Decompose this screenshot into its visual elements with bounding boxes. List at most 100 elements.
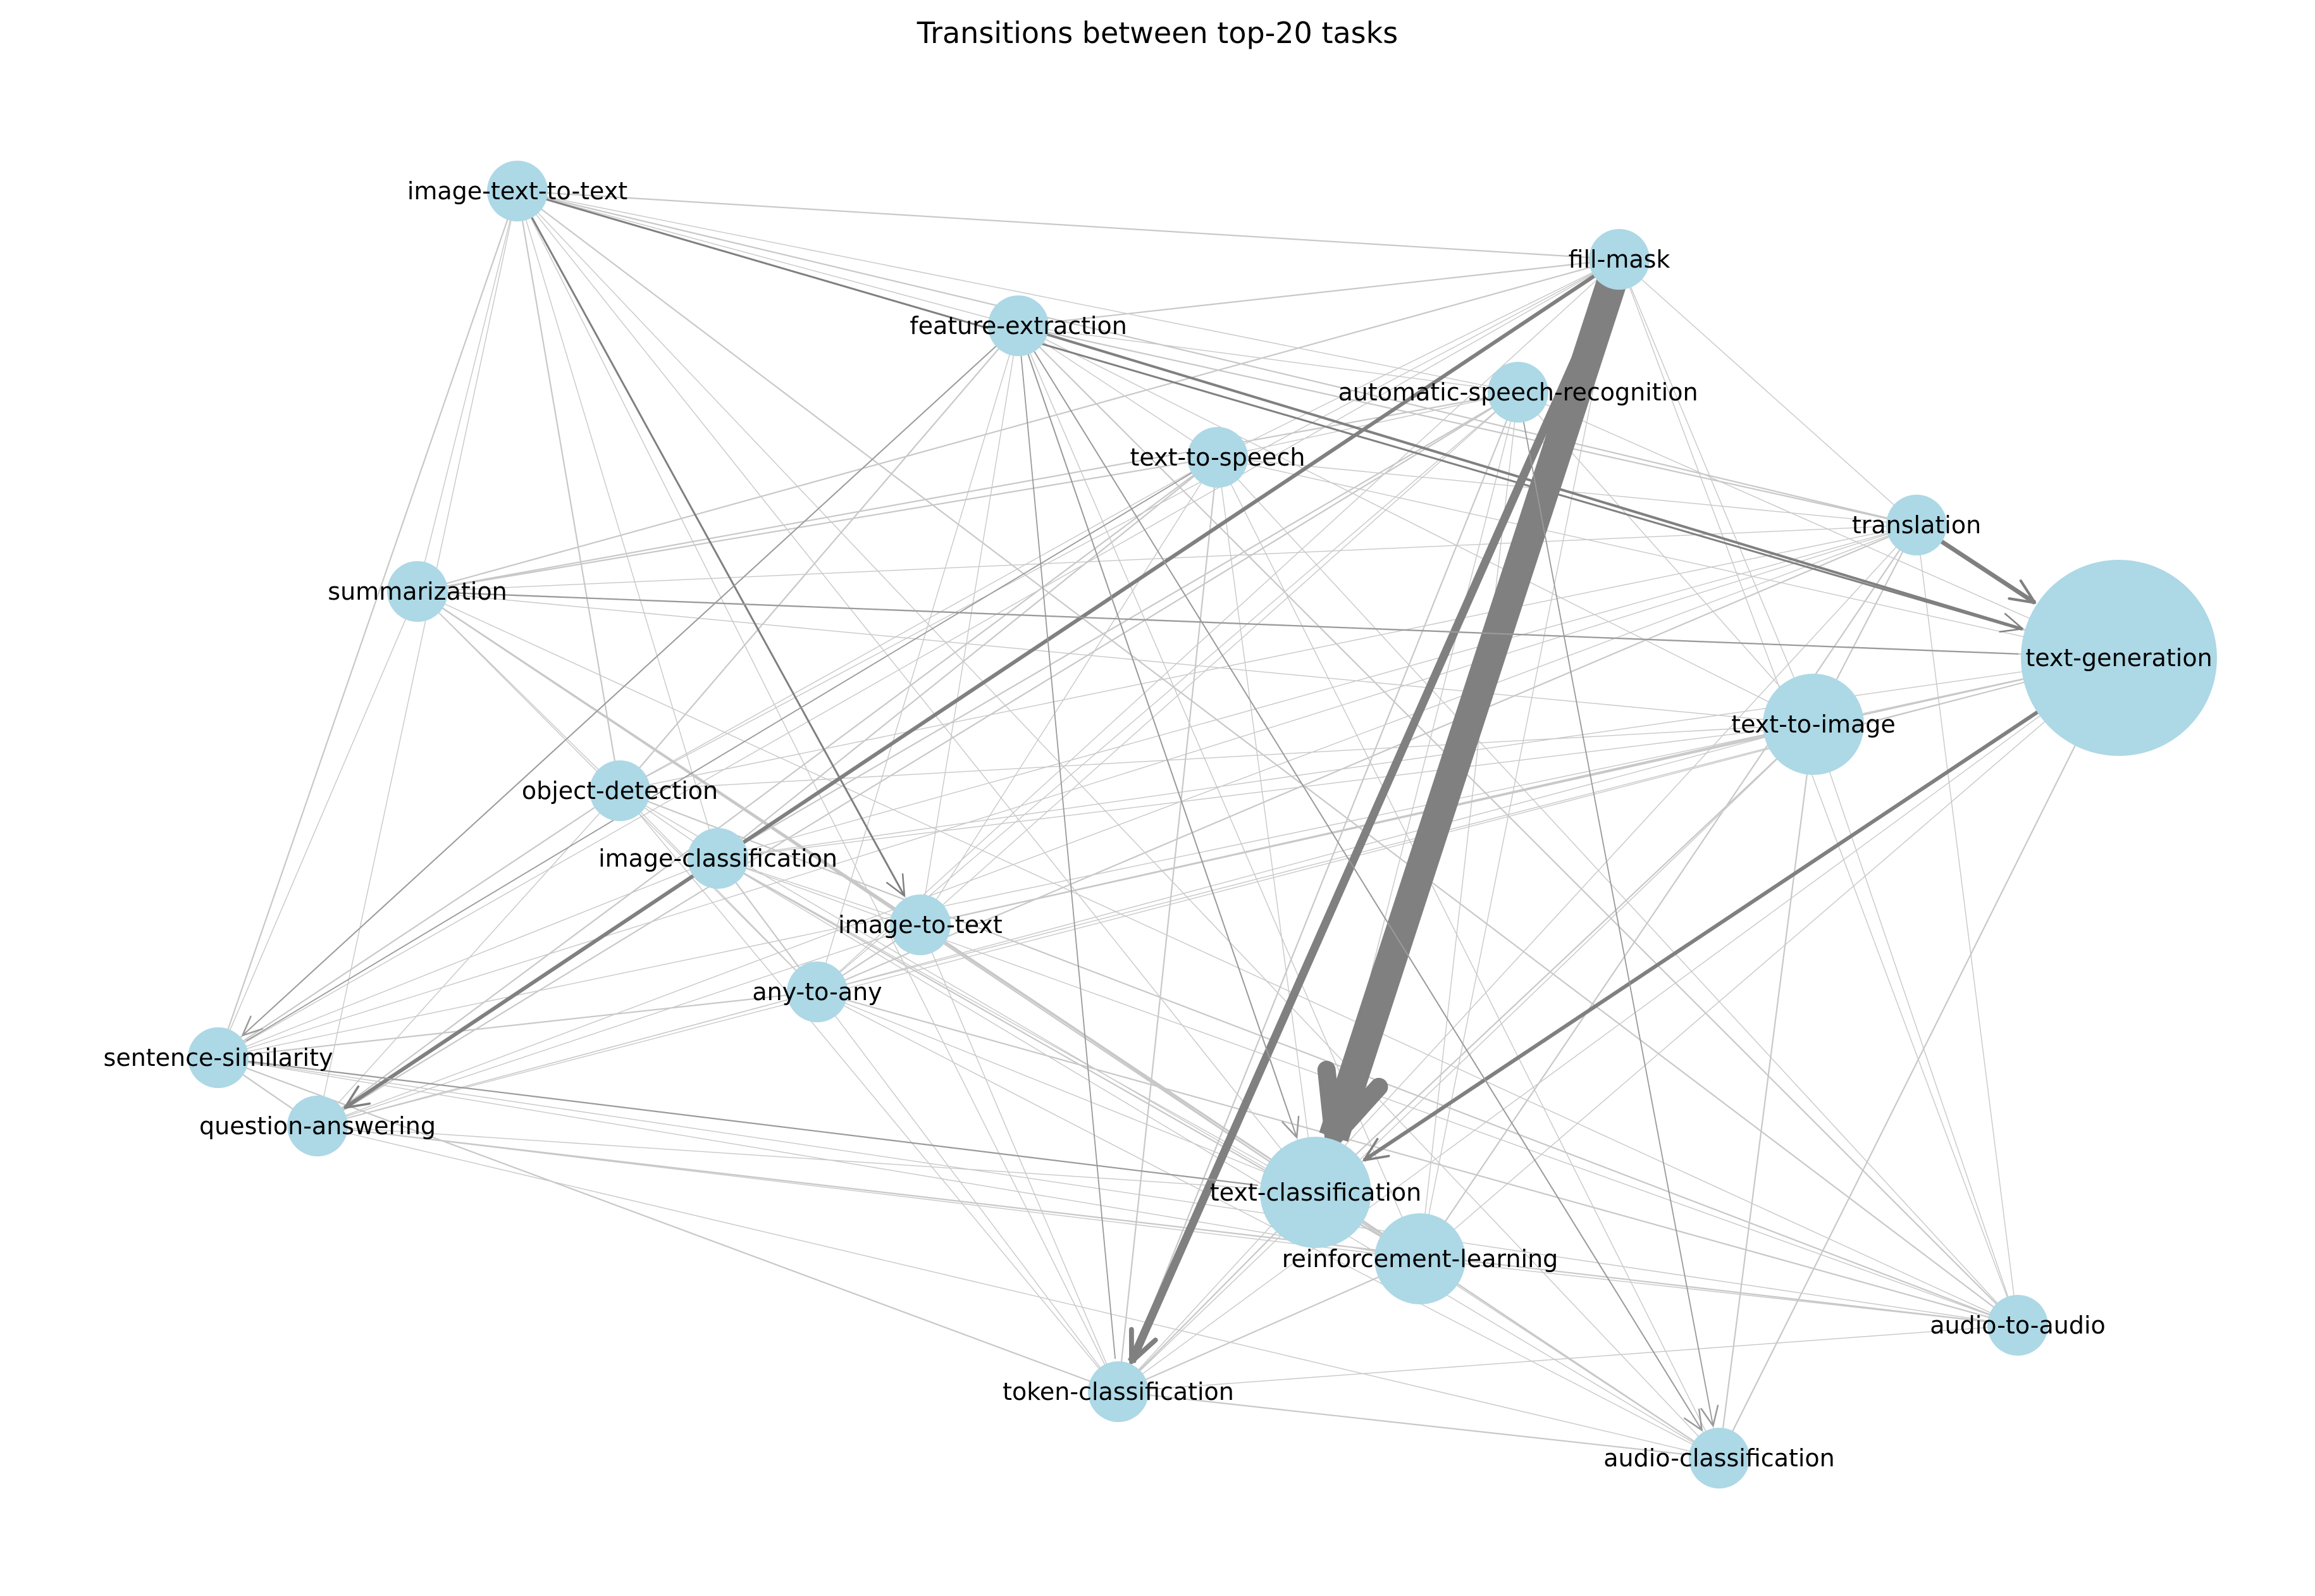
edge-translation-to-object-detection (619, 524, 1917, 791)
edge-image-text-to-text-to-image-classification (517, 190, 719, 859)
edge-text-generation-to-token-classification (1118, 657, 2120, 1392)
node-image-text-to-text (487, 161, 548, 221)
edge-fill-mask-to-sentence-similarity (218, 259, 1620, 1058)
edge-automatic-speech-recognition-to-text-generation (1517, 392, 2120, 659)
edge-text-to-speech-to-sentence-similarity (246, 457, 1218, 1041)
edge-automatic-speech-recognition-to-image-to-text (920, 392, 1519, 925)
edge-fill-mask-to-text-to-speech (1217, 259, 1620, 458)
edge-text-to-speech-to-text-classification (1217, 457, 1316, 1193)
node-image-to-text (890, 894, 951, 955)
edge-fill-mask-to-feature-extraction (1018, 258, 1620, 327)
edge-text-to-image-to-object-detection (619, 724, 1814, 791)
edge-question-answering-to-audio-classification (317, 1125, 1720, 1459)
edge-sentence-similarity-to-token-classification (218, 1056, 1119, 1393)
edge-text-to-speech-to-image-to-text (920, 457, 1218, 925)
edge-text-to-image-to-audio-to-audio (1813, 724, 2018, 1326)
label-any-to-any: any-to-any (752, 978, 882, 1006)
edge-image-text-to-text-to-audio-classification (517, 190, 1720, 1459)
edge-translation-to-token-classification (1118, 524, 1917, 1392)
edge-image-text-to-text-to-sentence-similarity (217, 190, 519, 1058)
arrowhead-feature-extraction-to-text-generation (1999, 613, 2024, 633)
edge-image-text-to-text-to-fill-mask (517, 190, 1620, 261)
edge-translation-to-question-answering (317, 524, 1917, 1127)
arrowhead-image-text-to-text-to-image-to-text (886, 873, 906, 897)
edge-feature-extraction-to-text-generation (1018, 325, 2023, 630)
edge-translation-to-any-to-any (817, 524, 1917, 993)
edge-image-text-to-text-to-object-detection (516, 190, 621, 791)
edge-summarization-to-text-to-image (417, 591, 1814, 725)
arrowhead-feature-extraction-to-audio-classification (1683, 1408, 1703, 1432)
edge-text-to-speech-to-summarization (417, 456, 1218, 593)
nodes (188, 161, 2217, 1488)
edge-fill-mask-to-any-to-any (817, 259, 1620, 993)
graph-title: Transitions between top-20 tasks (917, 16, 1398, 50)
label-sentence-similarity: sentence-similarity (104, 1044, 333, 1072)
edge-feature-extraction-to-image-to-text (920, 325, 1019, 925)
node-image-classification (688, 828, 748, 889)
edge-automatic-speech-recognition-to-any-to-any (817, 392, 1519, 993)
edge-translation-to-sentence-similarity (218, 524, 1917, 1058)
edge-text-generation-to-image-classification (717, 657, 2120, 859)
edges-dark (218, 190, 2120, 1432)
label-image-to-text: image-to-text (838, 911, 1003, 939)
edge-text-generation-to-any-to-any (817, 657, 2120, 993)
edge-any-to-any-to-audio-to-audio (817, 991, 2018, 1327)
node-sentence-similarity (188, 1027, 249, 1088)
edge-text-to-image-to-sentence-similarity (218, 724, 1814, 1058)
label-text-classification: text-classification (1210, 1178, 1422, 1206)
edge-object-detection-to-audio-to-audio (619, 789, 2018, 1327)
edge-text-to-speech-to-object-detection (619, 457, 1218, 791)
edge-image-text-to-text-to-translation (517, 190, 1917, 526)
edge-image-classification-to-image-to-text (717, 858, 921, 925)
edge-image-text-to-text-to-audio-to-audio (517, 190, 2018, 1326)
edge-image-classification-to-sentence-similarity (218, 858, 719, 1058)
edge-summarization-to-sentence-similarity (218, 591, 418, 1058)
label-image-classification: image-classification (598, 844, 837, 872)
edge-audio-to-audio-to-token-classification (1118, 1325, 2018, 1392)
edge-text-generation-to-reinforcement-learning (1419, 657, 2120, 1259)
arrowhead-feature-extraction-to-sentence-similarity (242, 1015, 263, 1037)
node-text-to-speech (1187, 427, 1248, 488)
edge-text-to-speech-to-text-generation (1217, 457, 2120, 659)
node-object-detection (590, 760, 650, 821)
edge-text-to-image-to-text-classification (1315, 724, 1814, 1193)
node-labels: image-text-to-text fill-mask feature-extra… (104, 177, 2213, 1472)
edge-translation-to-image-classification (717, 524, 1917, 859)
edge-text-to-image-to-audio-classification (1718, 724, 1815, 1459)
edge-automatic-speech-recognition-to-question-answering (317, 392, 1519, 1127)
label-text-to-image: text-to-image (1731, 710, 1896, 738)
edge-any-to-any-to-question-answering (317, 991, 818, 1127)
edge-any-to-any-to-token-classification (817, 991, 1119, 1392)
edge-image-classification-to-text-classification (717, 858, 1316, 1193)
label-object-detection: object-detection (522, 777, 718, 805)
node-token-classification (1088, 1361, 1149, 1422)
label-translation: translation (1852, 511, 1981, 539)
label-feature-extraction: feature-extraction (910, 312, 1127, 340)
edge-reinforcement-learning-to-token-classification (1118, 1258, 1421, 1393)
edge-feature-extraction-to-text-classification (1018, 325, 1298, 1138)
node-text-generation (2021, 560, 2217, 756)
edge-image-text-to-text-to-summarization (417, 190, 518, 592)
label-fill-mask: fill-mask (1569, 245, 1670, 273)
label-text-to-speech: text-to-speech (1130, 443, 1306, 471)
edge-automatic-speech-recognition-to-image-classification (717, 392, 1519, 859)
edge-automatic-speech-recognition-to-summarization (417, 391, 1519, 593)
label-audio-classification: audio-classification (1603, 1444, 1835, 1472)
arrowhead-feature-extraction-to-text-classification (1281, 1115, 1300, 1139)
edge-image-text-to-text-to-feature-extraction (517, 190, 1019, 326)
label-text-generation: text-generation (2025, 644, 2212, 672)
edge-object-detection-to-token-classification (619, 790, 1119, 1392)
edge-fill-mask-to-text-to-image (1619, 259, 1814, 725)
edge-text-to-speech-to-image-classification (717, 457, 1218, 859)
edge-any-to-any-to-text-classification (817, 991, 1316, 1193)
edge-text-to-image-to-token-classification (1118, 724, 1814, 1392)
edge-fill-mask-to-summarization (417, 258, 1620, 593)
edge-image-to-text-to-question-answering (317, 924, 921, 1127)
label-automatic-speech-recognition: automatic-speech-recognition (1338, 378, 1698, 406)
edge-text-to-speech-to-token-classification (1117, 457, 1219, 1392)
edge-reinforcement-learning-to-audio-to-audio (1419, 1258, 2018, 1326)
arrowhead-automatic-speech-recognition-to-audio-classification (1700, 1404, 1719, 1427)
edge-feature-extraction-to-translation (1018, 325, 1917, 526)
